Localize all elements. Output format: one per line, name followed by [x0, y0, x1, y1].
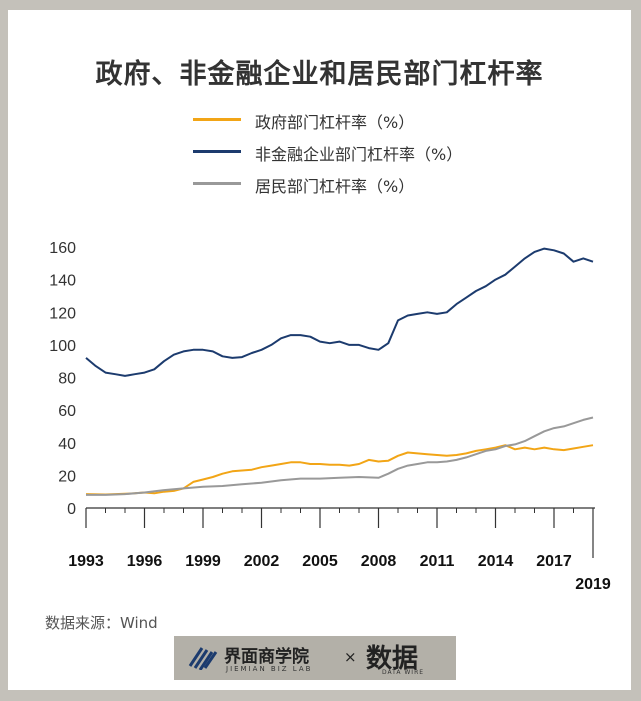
x-tick-label: 1996 — [127, 553, 163, 570]
x-tick-label: 2008 — [361, 553, 397, 570]
legend-swatch-corporate — [193, 150, 241, 153]
footer-banner: 界面商学院 JIEMIAN BIZ LAB × 数据 DATA WIRE — [174, 636, 456, 680]
y-tick-label: 0 — [67, 501, 76, 518]
y-tick-label: 60 — [58, 403, 76, 420]
y-tick-label: 40 — [58, 436, 76, 453]
y-tick-label: 100 — [49, 338, 76, 355]
x-tick-label: 1993 — [68, 553, 104, 570]
series-line-household — [86, 416, 594, 496]
footer-partner-sub: DATA WIRE — [382, 669, 425, 676]
legend-swatch-household — [193, 182, 241, 185]
x-tick-label: 1999 — [185, 553, 221, 570]
y-tick-label: 20 — [58, 468, 76, 485]
series-layer — [85, 247, 594, 496]
y-tick-label: 80 — [58, 371, 76, 388]
x-tick-label: 2011 — [420, 553, 455, 570]
x-tick-label: 2019 — [575, 576, 611, 592]
series-line-government — [85, 444, 594, 496]
y-tick-label: 140 — [49, 273, 76, 290]
legend-swatch-government — [193, 118, 241, 121]
footer-brand: 界面商学院 — [224, 647, 309, 667]
y-tick-label: 160 — [49, 240, 76, 257]
line-chart: 0 20 40 60 80 100 120 140 160 1993 1996 1999 2002 20… — [49, 240, 611, 592]
chart-card: 政府、非金融企业和居民部门杠杆率 政府部门杠杆率（%） 非金融企业部门杠杆率（%… — [8, 10, 631, 690]
y-tick-label: 120 — [49, 305, 76, 322]
source-note: 数据来源：Wind — [45, 614, 158, 632]
footer-brand-sub: JIEMIAN BIZ LAB — [226, 665, 313, 673]
x-tick-label: 2005 — [302, 553, 338, 570]
x-tick-label: 2014 — [478, 553, 514, 570]
legend-label-household: 居民部门杠杆率（%） — [255, 177, 415, 196]
series-line-corporate — [85, 247, 594, 377]
jiemian-logo-icon — [188, 647, 218, 670]
footer-partner-logo: 数据 — [366, 644, 419, 674]
footer-separator: × — [344, 648, 357, 666]
x-tick-label: 2017 — [536, 553, 572, 570]
chart-title: 政府、非金融企业和居民部门杠杆率 — [95, 59, 544, 90]
legend-label-corporate: 非金融企业部门杠杆率（%） — [255, 145, 463, 164]
y-axis-ticks: 0 20 40 60 80 100 120 140 160 — [49, 240, 76, 518]
legend-label-government: 政府部门杠杆率（%） — [255, 113, 415, 132]
x-tick-label: 2002 — [244, 553, 280, 570]
